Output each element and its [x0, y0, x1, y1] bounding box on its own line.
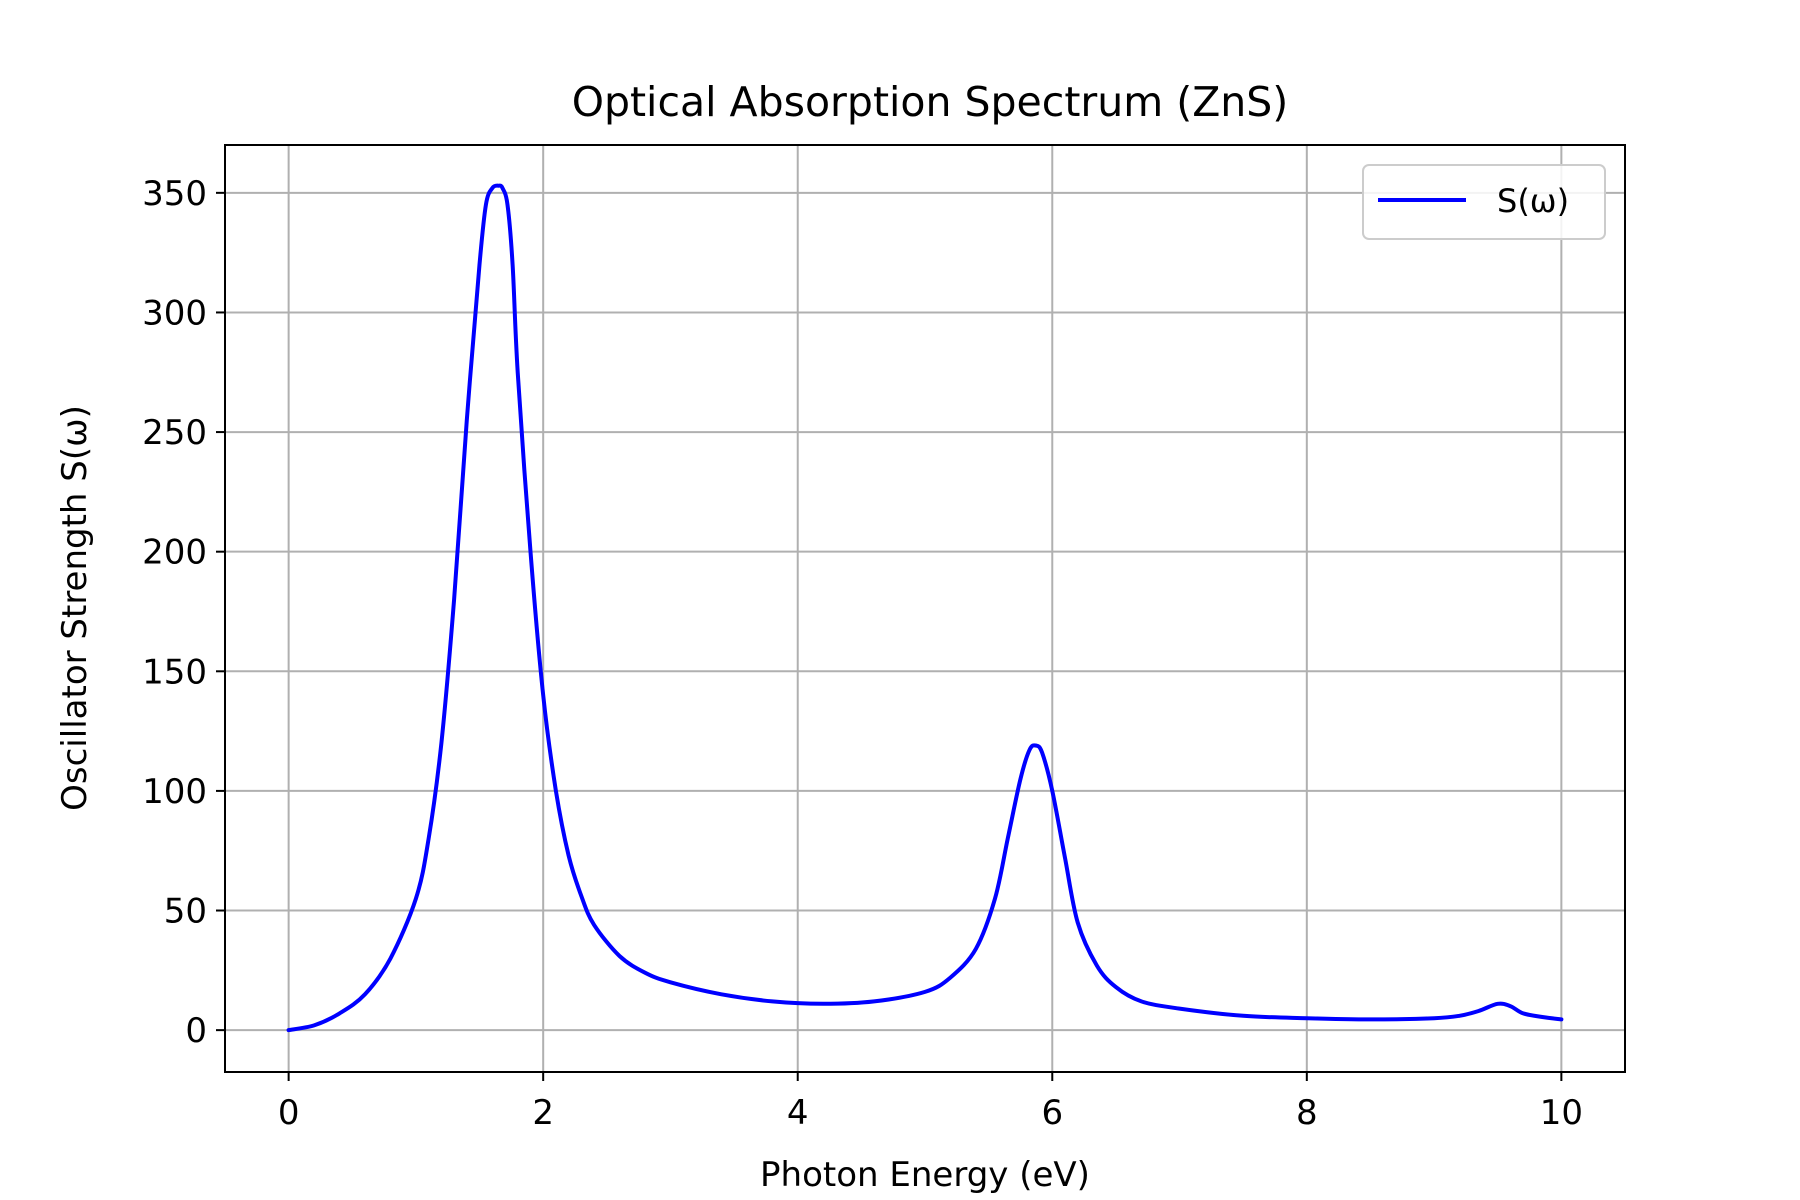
- x-tick-label: 10: [1540, 1093, 1583, 1133]
- y-tick-label: 300: [142, 293, 207, 333]
- y-tick-label: 100: [142, 772, 207, 812]
- y-axis-label: Oscillator Strength S(ω): [55, 405, 95, 811]
- chart-title: Optical Absorption Spectrum (ZnS): [572, 78, 1289, 126]
- x-axis-label: Photon Energy (eV): [760, 1155, 1090, 1195]
- x-tick-label: 4: [787, 1093, 809, 1133]
- y-tick-label: 200: [142, 533, 207, 573]
- y-tick-label: 350: [142, 174, 207, 214]
- plot-frame: [224, 144, 1626, 1073]
- series-layer: [286, 183, 1564, 1033]
- grid: [225, 145, 1625, 1072]
- legend: S(ω): [1362, 164, 1606, 240]
- y-tick-label: 0: [185, 1011, 207, 1051]
- y-tick-label: 150: [142, 652, 207, 692]
- x-tick-label: 8: [1296, 1093, 1318, 1133]
- legend-label: S(ω): [1497, 182, 1569, 220]
- x-tick-label: 0: [278, 1093, 300, 1133]
- x-tick-label: 2: [532, 1093, 554, 1133]
- x-tick-label: 6: [1041, 1093, 1063, 1133]
- y-tick-label: 50: [164, 892, 207, 932]
- y-tick-label: 250: [142, 413, 207, 453]
- series-line: [286, 183, 1564, 1033]
- legend-box: [1362, 164, 1606, 240]
